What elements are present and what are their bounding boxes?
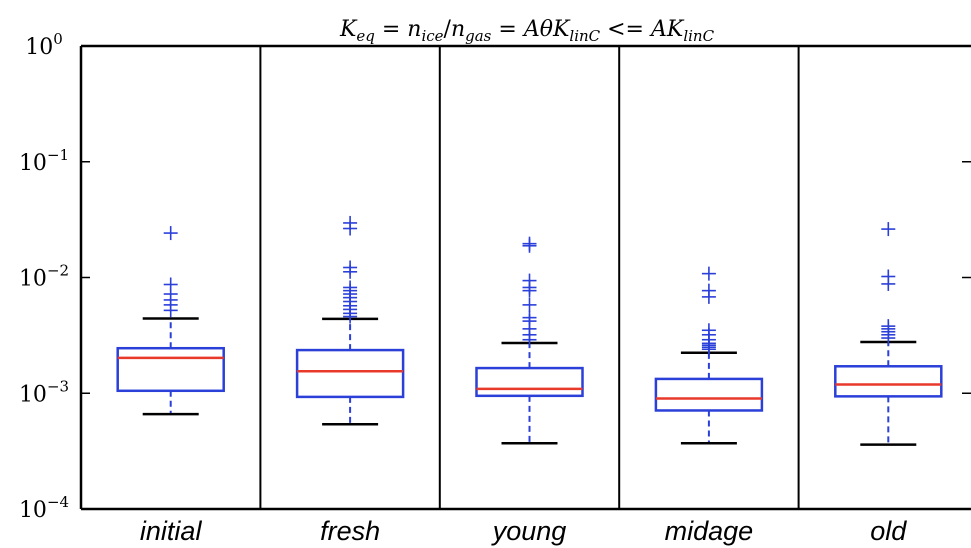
outlier-point (881, 319, 896, 334)
y-tick-base: 10 (19, 498, 47, 523)
outlier-point (343, 260, 358, 275)
outlier-point (522, 273, 537, 288)
y-tick-label: 10−4 (19, 493, 69, 523)
outlier-point (522, 297, 537, 312)
category-label-old: old (870, 516, 907, 546)
outlier-point (163, 226, 178, 241)
y-tick-exponent: −1 (47, 146, 69, 164)
outlier-point (881, 269, 896, 284)
title-part-n1-sub: ice (421, 27, 443, 45)
title-part-mid-sub: linC (569, 27, 600, 45)
y-tick-base: 10 (25, 35, 53, 60)
category-label-fresh: fresh (320, 516, 380, 546)
y-tick-exponent: −2 (47, 262, 69, 280)
y-tick-label: 10−2 (19, 262, 69, 292)
title-part-slash: / (444, 17, 452, 42)
y-tick-exponent: −4 (47, 493, 69, 511)
y-tick-label: 100 (25, 30, 63, 60)
iqr-box (475, 366, 584, 398)
y-tick-label: 10−3 (19, 377, 69, 407)
outlier-point (163, 277, 178, 292)
outlier-point (881, 222, 896, 237)
title-part-k-sub: eq (356, 27, 374, 45)
title-part-n2: n (451, 17, 465, 42)
category-label-midage: midage (665, 516, 754, 546)
iqr-box (654, 377, 764, 412)
box-midage (654, 266, 764, 445)
plot-area (79, 44, 971, 511)
title-part-n2-sub: gas (465, 27, 492, 45)
title-text: Keq = nice/ngas = AθKlinC <= AKlinC (339, 17, 715, 45)
x-axis-categories: initial fresh young midage old (140, 516, 907, 546)
outlier-point (343, 215, 358, 230)
chart-title: Keq = nice/ngas = AθKlinC <= AKlinC (339, 17, 715, 45)
box-initial (116, 226, 225, 416)
y-tick-label: 10−1 (19, 146, 69, 176)
outlier-point (522, 236, 537, 251)
title-part-mid: AθK (522, 17, 571, 42)
iqr-box (295, 348, 405, 399)
category-label-young: young (491, 516, 567, 546)
box-old (834, 222, 943, 446)
y-tick-exponent: 0 (53, 30, 63, 48)
category-label-initial: initial (140, 516, 203, 546)
title-part-last-sub: linC (683, 27, 714, 45)
y-tick-base: 10 (19, 382, 47, 407)
title-part-le: <= (600, 17, 651, 42)
title-part-last: AK (649, 17, 685, 42)
title-part-eq1: = (375, 17, 407, 42)
title-part-eq2: = (491, 17, 523, 42)
iqr-box (834, 365, 943, 398)
outlier-point (701, 323, 716, 338)
y-tick-exponent: −3 (47, 377, 69, 395)
outlier-point (343, 280, 358, 295)
box-fresh (295, 215, 405, 426)
y-tick-base: 10 (19, 267, 47, 292)
title-part-n1: n (407, 17, 421, 42)
outlier-point (701, 266, 716, 281)
iqr-box (116, 346, 225, 393)
outlier-point (701, 283, 716, 298)
title-part-k: K (339, 17, 358, 42)
y-tick-base: 10 (19, 151, 47, 176)
outlier-point (522, 310, 537, 325)
box-young (475, 236, 584, 445)
